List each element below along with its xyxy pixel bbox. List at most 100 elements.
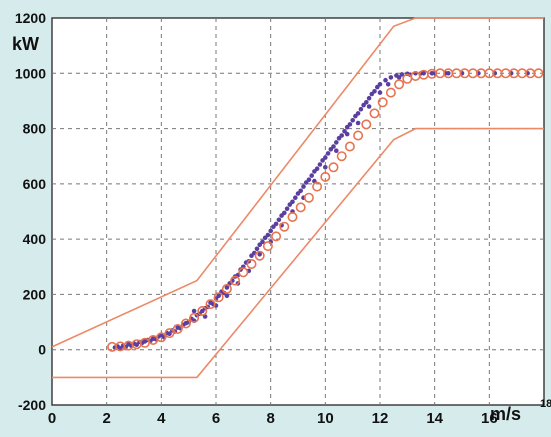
scatter-point — [306, 177, 312, 182]
curve-marker — [246, 258, 257, 269]
curve-marker — [164, 328, 175, 339]
scatter-point — [429, 71, 435, 76]
curve-marker — [303, 192, 314, 203]
x-axis-label: m/s — [490, 404, 521, 424]
scatter-point — [224, 285, 230, 290]
x-tick-label: 14 — [426, 410, 443, 427]
curve-marker — [385, 87, 396, 98]
scatter-point — [377, 82, 383, 87]
scatter-point — [334, 148, 339, 153]
scatter-point — [388, 75, 394, 80]
scatter-point — [323, 165, 328, 170]
curve-marker — [344, 141, 355, 152]
x-tick-label: 10 — [317, 410, 334, 427]
scatter-point — [385, 82, 391, 87]
curve-marker — [353, 130, 364, 141]
y-tick-label: 1200 — [15, 10, 46, 26]
y-tick-label: 200 — [23, 286, 47, 302]
curve-marker — [336, 151, 347, 162]
curve-marker — [377, 97, 388, 108]
curve-marker — [394, 79, 405, 90]
scatter-point — [309, 173, 315, 178]
curve-marker — [295, 202, 306, 213]
curve-marker — [189, 312, 200, 323]
scatter-point — [372, 89, 377, 94]
scatter-point — [224, 293, 230, 299]
curve-marker — [221, 283, 232, 294]
curve-marker — [369, 108, 380, 119]
scatter-point — [396, 75, 402, 80]
scatter-point — [216, 293, 221, 299]
scatter-point — [339, 133, 345, 138]
scatter-point — [298, 188, 304, 194]
x-tick-label: 6 — [212, 410, 220, 427]
scatter-point — [377, 90, 383, 95]
y-tick-label: -200 — [18, 397, 46, 413]
scatter-point — [254, 246, 260, 252]
x-tick-label: 12 — [372, 410, 389, 427]
scatter-point — [347, 122, 353, 127]
scatter-point — [282, 210, 287, 216]
curve-layer — [107, 68, 544, 352]
lower-bound-line — [52, 127, 544, 379]
x-tick-label: 16 — [481, 410, 498, 427]
curve-marker — [312, 181, 323, 192]
scatter-point — [399, 72, 405, 77]
curve-marker — [213, 292, 224, 303]
y-tick-label: 800 — [23, 121, 47, 137]
upper-bound-line — [51, 17, 544, 348]
curve-marker — [271, 231, 282, 242]
scatter-point — [344, 131, 350, 137]
curve-marker — [328, 162, 339, 173]
curve-marker — [320, 171, 331, 182]
scatter-point — [355, 111, 361, 116]
curve-marker — [238, 267, 249, 278]
scatter-point — [257, 252, 263, 257]
x-tick-label: 0 — [48, 410, 56, 427]
scatter-point — [284, 206, 290, 211]
scatter-point — [366, 104, 372, 109]
scatter-point — [317, 162, 323, 167]
scatter-point — [358, 106, 364, 112]
x-tick-label: 2 — [102, 410, 110, 427]
scatter-point — [314, 166, 320, 171]
scatter-point — [301, 184, 306, 189]
scatter-point — [383, 77, 388, 83]
curve-marker — [262, 241, 273, 252]
scatter-point — [268, 228, 274, 234]
scatter-point — [293, 195, 298, 200]
curve-marker — [533, 68, 544, 79]
scatter-point — [273, 221, 279, 227]
scatter-point — [290, 199, 295, 205]
grid-layer — [52, 18, 544, 405]
y-tick-label: 1000 — [15, 65, 46, 81]
scatter-point — [191, 308, 197, 314]
scatter-layer — [112, 71, 530, 351]
curve-marker — [205, 299, 216, 310]
curve-marker — [197, 305, 208, 316]
scatter-point — [325, 151, 331, 156]
scatter-point — [364, 100, 369, 105]
scatter-point — [355, 120, 361, 126]
scatter-point — [257, 242, 263, 247]
curve-marker — [172, 323, 183, 334]
y-tick-label: 400 — [23, 231, 47, 247]
x-tick-label: 8 — [266, 410, 274, 427]
scatter-point — [446, 71, 451, 76]
y-axis-label: kW — [12, 34, 39, 54]
curve-marker — [156, 332, 167, 343]
scatter-point — [265, 232, 271, 238]
curve-marker — [230, 275, 241, 286]
scatter-point — [366, 95, 372, 101]
curve-marker — [361, 119, 372, 130]
x-tick-label: 4 — [157, 410, 166, 427]
scatter-point — [276, 217, 282, 223]
y-tick-label: 600 — [23, 176, 47, 192]
scatter-point — [350, 118, 356, 123]
scatter-point — [167, 331, 172, 337]
curve-marker — [254, 250, 265, 261]
bounds-layer — [51, 17, 544, 379]
scatter-point — [334, 140, 339, 145]
